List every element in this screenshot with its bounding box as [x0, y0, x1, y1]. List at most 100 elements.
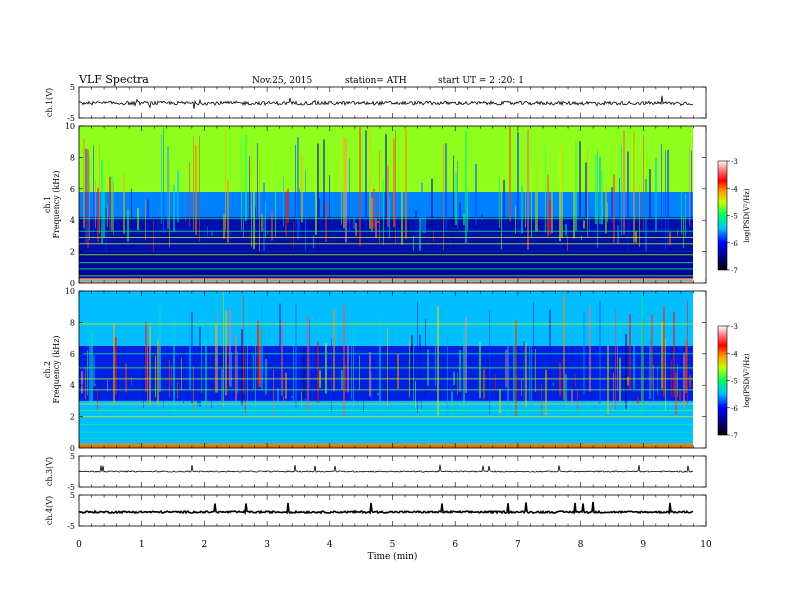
- spectrogram-streak: [365, 130, 367, 227]
- spectrogram-streak: [505, 349, 507, 388]
- spectrogram-streak: [245, 134, 247, 221]
- spectrogram-streak: [637, 398, 639, 404]
- spectrogram-streak: [599, 301, 601, 405]
- spectrogram-streak: [371, 197, 373, 232]
- spectrogram-streak: [87, 350, 88, 396]
- spectrogram-streak: [649, 169, 651, 244]
- x-tick-label: 10: [700, 540, 712, 550]
- spectrogram-streak: [101, 159, 103, 244]
- spectrogram-streak: [625, 229, 626, 248]
- spectrogram-streak: [147, 344, 148, 403]
- spectrogram-streak: [463, 330, 465, 412]
- spectrogram-streak: [227, 180, 229, 243]
- spectrogram-streak: [107, 205, 108, 227]
- spectrogram-streak: [421, 182, 423, 231]
- spectrogram-streak: [545, 145, 546, 233]
- spectrogram-streak: [525, 192, 526, 228]
- spectrogram-streak: [627, 376, 629, 386]
- spectrogram-streak: [545, 369, 547, 416]
- spectrogram-streak: [245, 348, 246, 414]
- x-tick-label: 1: [139, 540, 145, 550]
- spectrogram-streak: [257, 143, 258, 223]
- spectrogram-streak: [423, 216, 425, 233]
- spectrogram-streak: [577, 224, 578, 226]
- spectrogram-streak: [163, 127, 164, 234]
- spectrogram-streak: [673, 312, 675, 398]
- spectrogram-streak: [477, 216, 478, 243]
- figure-title: VLF Spectra: [79, 73, 149, 86]
- spectrogram-streak: [633, 132, 635, 243]
- spectrogram-streak: [541, 383, 542, 417]
- spectrogram-streak: [413, 317, 414, 414]
- spectrogram-streak: [643, 135, 644, 232]
- spectrogram-streak: [113, 323, 115, 405]
- spectrogram-streak: [237, 351, 238, 393]
- spectrogram-streak: [271, 211, 273, 241]
- y-tick-label: 4: [70, 216, 75, 225]
- spectrogram-streak: [319, 198, 320, 242]
- spectrogram-streak: [531, 344, 532, 405]
- spectrogram-streak: [415, 381, 416, 409]
- spectrogram-streak: [285, 372, 287, 399]
- spectrogram-band: [79, 400, 693, 444]
- spectrogram-streak: [93, 355, 95, 387]
- spectrogram-streak: [535, 348, 536, 393]
- spectrogram-streak: [625, 334, 627, 409]
- spectrogram-streak: [267, 230, 268, 236]
- spectrogram-streak: [173, 317, 175, 415]
- spectrogram-streak: [589, 305, 591, 392]
- spectrogram-streak: [481, 214, 483, 222]
- y-tick-label: 2: [70, 248, 75, 257]
- spectrogram-streak: [255, 207, 256, 249]
- spectrogram-streak: [641, 293, 643, 413]
- colorbar-tick-label: -3: [731, 158, 738, 166]
- spectrogram-streak: [387, 326, 388, 407]
- spectrogram-streak: [299, 188, 300, 230]
- x-tick-label: 4: [327, 540, 333, 550]
- spectrogram-streak: [419, 217, 421, 251]
- spectrogram-streak: [347, 218, 348, 224]
- x-tick-label: 3: [264, 540, 270, 550]
- spectrogram-streak: [499, 177, 500, 229]
- spectrogram-streak: [597, 149, 598, 248]
- spectrogram-streak: [249, 156, 250, 226]
- colorbar: [717, 160, 728, 271]
- spectrogram-streak: [369, 351, 371, 397]
- spectrogram-streak: [189, 299, 191, 390]
- spectrogram-streak: [671, 360, 672, 396]
- spectrogram-streak: [607, 202, 608, 222]
- spectrogram-streak: [359, 355, 360, 391]
- spectrogram-streak: [475, 164, 477, 225]
- spectrogram-streak: [373, 188, 375, 229]
- colorbar-label: log(PSD(V²/Hz): [743, 353, 751, 408]
- spectrogram-streak: [589, 210, 590, 233]
- spectrogram-streak: [605, 187, 607, 234]
- spectrogram-streak: [217, 310, 218, 393]
- spectrogram-streak: [259, 328, 261, 388]
- spectrogram-streak: [649, 339, 651, 400]
- y-tick-label: -5: [67, 483, 75, 492]
- spectrogram-streak: [415, 210, 417, 243]
- spectrogram-streak: [95, 384, 96, 386]
- spectrogram-streak: [283, 176, 284, 227]
- spectrogram-streak: [243, 294, 244, 394]
- spectrogram-streak: [313, 235, 314, 249]
- spectrogram-streak: [345, 138, 347, 243]
- spectrogram-streak: [683, 352, 685, 409]
- spectrogram-streak: [193, 135, 194, 231]
- spectrogram-streak: [177, 171, 179, 223]
- spectrogram-streak: [305, 169, 306, 251]
- colorbar-tick-label: -6: [731, 240, 738, 248]
- spectrogram-streak: [97, 387, 98, 411]
- spectrogram-streak: [395, 129, 396, 245]
- spectrogram-streak: [191, 312, 193, 403]
- spectrogram-streak: [531, 164, 532, 238]
- spectrogram-streak: [669, 231, 671, 245]
- colorbar-tick-label: -6: [731, 405, 738, 413]
- y-axis-label: ch.2: [43, 361, 52, 378]
- x-axis-label: Time (min): [368, 551, 418, 562]
- spectrogram-streak: [369, 129, 371, 229]
- spectrogram-streak: [619, 357, 621, 402]
- colorbar: [717, 325, 728, 436]
